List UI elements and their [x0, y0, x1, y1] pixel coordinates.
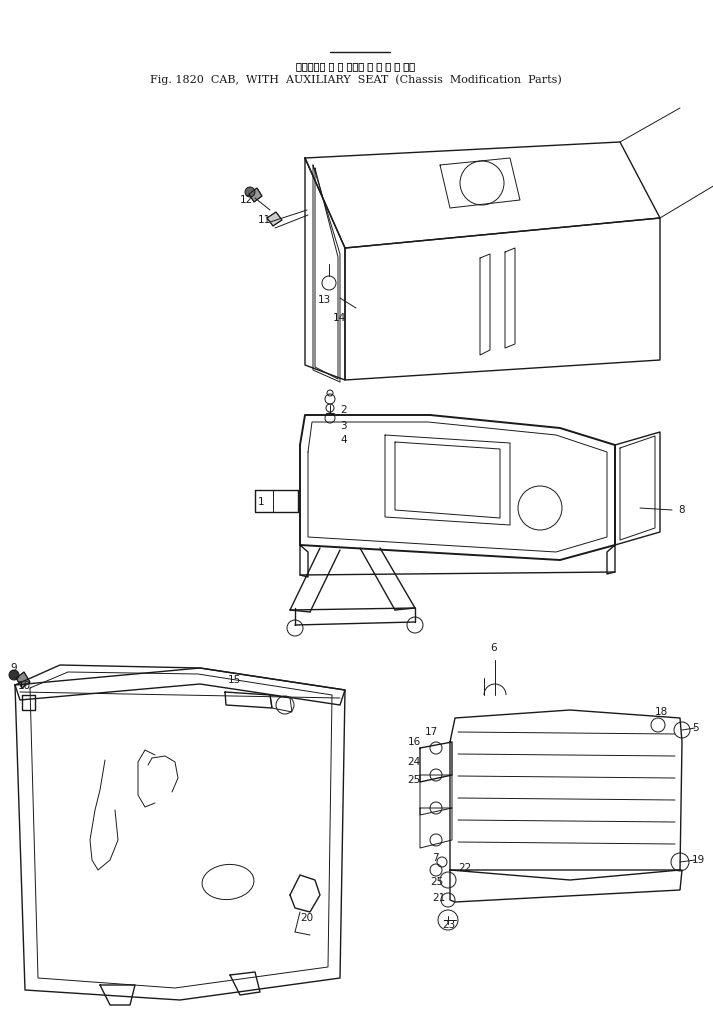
Text: 1: 1 [258, 497, 265, 507]
Text: Fig. 1820  CAB,  WITH  AUXILIARY  SEAT  (Chassis  Modification  Parts): Fig. 1820 CAB, WITH AUXILIARY SEAT (Chas… [150, 75, 562, 85]
Text: 18: 18 [655, 707, 668, 717]
Text: 22: 22 [458, 863, 471, 873]
Text: 2: 2 [340, 405, 347, 415]
Text: 25: 25 [407, 775, 420, 785]
Polygon shape [267, 212, 282, 226]
Text: 20: 20 [300, 913, 313, 923]
Text: 21: 21 [432, 893, 445, 903]
Text: 24: 24 [407, 757, 420, 767]
Text: 13: 13 [318, 295, 332, 305]
Text: 14: 14 [333, 313, 347, 323]
Text: キャブ、補 助 座 付（車 体 改 造 部 品）: キャブ、補 助 座 付（車 体 改 造 部 品） [297, 61, 416, 71]
Text: 7: 7 [432, 853, 438, 863]
Text: 16: 16 [408, 737, 421, 747]
Text: キャブ、補 助 座 付（車 体 改 造 部 品）: キャブ、補 助 座 付（車 体 改 造 部 品） [297, 61, 416, 71]
Text: 4: 4 [340, 435, 347, 445]
Polygon shape [249, 188, 262, 202]
Text: 17: 17 [425, 727, 438, 737]
Text: 11: 11 [258, 215, 271, 225]
Text: 10: 10 [18, 681, 31, 691]
Circle shape [245, 187, 255, 197]
Text: 19: 19 [692, 855, 705, 865]
Text: 6: 6 [490, 643, 497, 653]
Text: 3: 3 [340, 421, 347, 431]
Text: 5: 5 [692, 723, 699, 733]
Text: 23: 23 [442, 920, 455, 930]
Text: 25: 25 [430, 877, 443, 887]
Text: 12: 12 [240, 195, 253, 205]
Circle shape [9, 670, 19, 680]
Polygon shape [16, 672, 30, 688]
Text: 8: 8 [678, 505, 684, 515]
Text: 9: 9 [10, 663, 16, 673]
Text: 15: 15 [228, 675, 241, 685]
